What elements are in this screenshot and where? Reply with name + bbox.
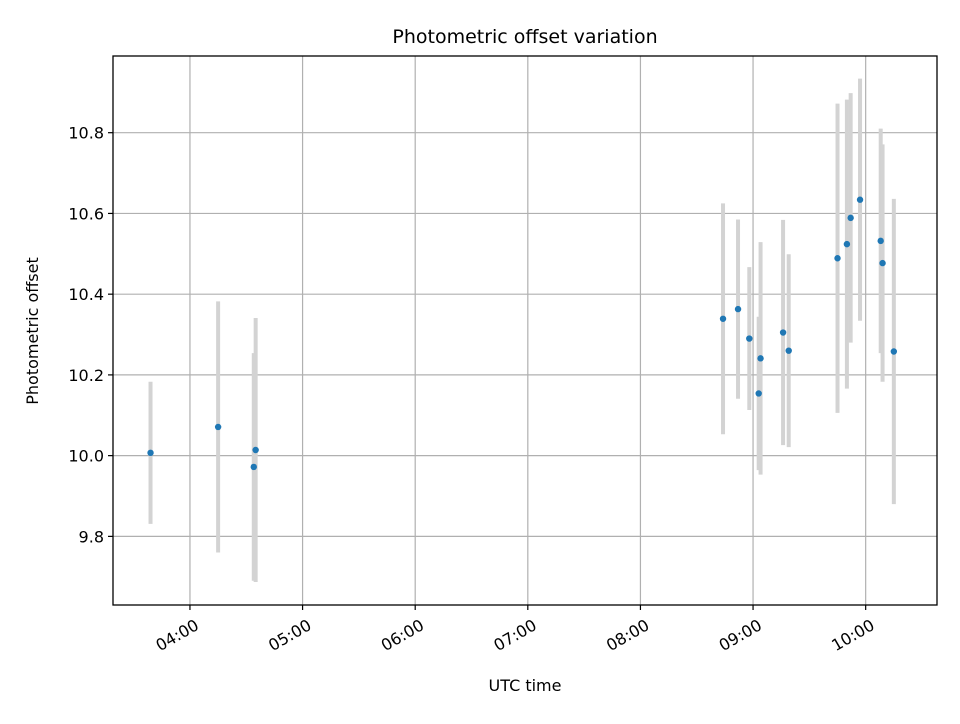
data-point (843, 240, 851, 248)
grid-layer (113, 56, 937, 605)
axes-frame (112, 55, 938, 606)
y-axis-label: Photometric offset (23, 257, 42, 405)
chart-title: Photometric offset variation (392, 26, 657, 48)
data-point (847, 214, 854, 222)
data-point (746, 335, 753, 342)
data-point (856, 196, 864, 203)
y-tick-label: 10.6 (68, 204, 104, 223)
data-point (785, 347, 792, 354)
x-tick-label: 06:00 (378, 615, 427, 655)
data-point (877, 237, 884, 245)
point-layer (147, 196, 898, 471)
data-point (755, 390, 762, 397)
y-tick-label: 10.0 (68, 447, 104, 466)
x-tick-label: 05:00 (265, 615, 314, 655)
y-tick-label: 9.8 (79, 527, 104, 546)
data-point (250, 463, 257, 471)
x-tick-label: 09:00 (716, 615, 765, 655)
data-point (147, 449, 154, 457)
data-point (252, 446, 259, 454)
x-tick-label: 10:00 (828, 615, 877, 655)
data-point (757, 355, 764, 362)
y-tick-label: 10.2 (68, 366, 104, 385)
data-point (734, 305, 742, 313)
x-axis-label: UTC time (489, 676, 562, 695)
data-point (719, 315, 727, 322)
data-point (779, 329, 787, 336)
x-tick-label: 07:00 (490, 615, 539, 655)
data-point (890, 348, 898, 355)
y-tick-label: 10.4 (68, 285, 104, 304)
x-tick-label: 04:00 (153, 615, 202, 655)
data-point (879, 259, 886, 267)
data-point (214, 423, 222, 431)
y-tick-label: 10.8 (68, 124, 104, 143)
data-point (834, 255, 841, 262)
x-tick-label: 08:00 (603, 615, 652, 655)
